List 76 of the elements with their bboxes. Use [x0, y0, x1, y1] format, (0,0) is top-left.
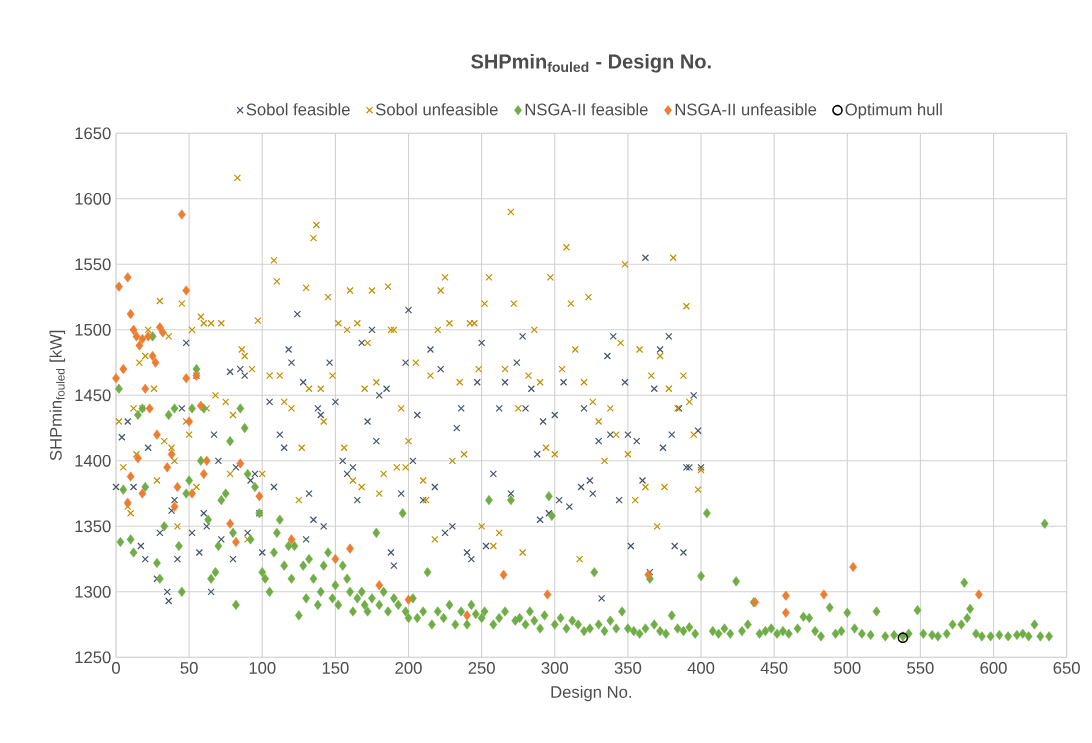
point: [287, 534, 296, 545]
point: [781, 607, 790, 619]
point: [236, 458, 245, 469]
point: [177, 209, 186, 220]
y-tick-label: 1550: [75, 258, 111, 271]
point: [182, 285, 191, 296]
x-tick-label: 500: [834, 662, 861, 675]
x-tick-label: 300: [541, 662, 569, 675]
point: [173, 482, 182, 493]
point: [644, 569, 653, 581]
x-tick-label: 350: [614, 662, 642, 675]
x-tick-label: 400: [687, 662, 715, 675]
point: [346, 543, 354, 554]
point: [781, 590, 790, 601]
x-tick-label: 150: [322, 662, 349, 675]
point: [170, 501, 179, 512]
point: [975, 589, 983, 600]
point: [182, 373, 191, 384]
point: [115, 281, 123, 292]
point: [151, 357, 160, 368]
point: [119, 364, 128, 375]
point: [375, 580, 384, 591]
point: [232, 537, 240, 548]
x-tick-label: 600: [980, 662, 1007, 675]
point: [126, 471, 135, 482]
point: [849, 562, 857, 573]
x-tick-label: 450: [760, 662, 788, 675]
y-tick-label: 1500: [75, 324, 111, 336]
chart-title: SHPmin$_{fouled}$ - Design No.: [471, 54, 711, 73]
x-tick-label: 250: [468, 662, 495, 675]
x-axis-title: Design No.: [551, 685, 632, 702]
legend-label: NSGA-II feasible: [525, 103, 648, 116]
point: [141, 383, 150, 395]
point: [255, 491, 264, 502]
point: [123, 497, 132, 508]
point: [463, 610, 471, 621]
point: [158, 327, 167, 338]
y-tick-label: 1250: [75, 651, 111, 664]
point: [167, 449, 176, 460]
point: [185, 416, 194, 427]
point: [199, 469, 208, 480]
y-tick-label: 1650: [75, 127, 111, 140]
point: [820, 589, 828, 600]
legend-label: Optimum hull: [845, 103, 942, 119]
y-tick-label: 1400: [75, 455, 111, 467]
x-tick-label: 550: [907, 662, 934, 675]
x-tick-label: 100: [249, 662, 276, 675]
point: [543, 589, 552, 600]
point: [112, 373, 120, 384]
x-tick-label: 650: [1053, 662, 1080, 675]
point: [144, 331, 153, 342]
point: [145, 403, 154, 414]
point: [226, 518, 234, 529]
x-tick-label: 0: [112, 662, 120, 675]
y-tick-label: 1300: [75, 586, 111, 598]
point: [331, 554, 340, 565]
point: [163, 462, 172, 473]
point: [132, 331, 141, 342]
point: [153, 429, 161, 440]
legend-label: NSGA-II unfeasible: [675, 103, 817, 116]
point: [148, 351, 157, 362]
point: [123, 272, 132, 283]
x-tick-label: 200: [395, 662, 422, 675]
legend-label: Sobol unfeasible: [375, 103, 498, 116]
point: [134, 453, 142, 464]
point: [129, 324, 138, 336]
y-tick-label: 1450: [75, 389, 111, 402]
legend-label: Sobol feasible: [246, 103, 350, 116]
point: [499, 569, 508, 581]
y-axis-title: SHPmin$_{fouled}$ [kW]: [49, 330, 66, 461]
y-tick-label: 1600: [75, 193, 111, 205]
point: [126, 309, 135, 320]
y-tick-label: 1350: [75, 520, 111, 533]
point: [135, 340, 144, 351]
point: [138, 334, 147, 345]
x-tick-label: 50: [180, 662, 198, 675]
